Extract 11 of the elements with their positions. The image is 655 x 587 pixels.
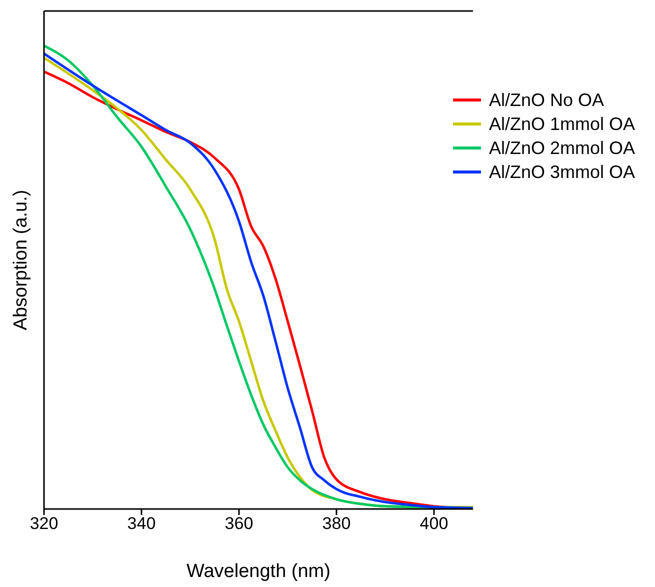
x-axis-title: Wavelength (nm): [186, 561, 330, 582]
legend-label: Al/ZnO 1mmol OA: [488, 113, 635, 136]
x-tick-label: 360: [224, 514, 254, 534]
y-axis-title: Absorption (a.u.): [10, 190, 32, 330]
x-tick-label: 320: [30, 514, 58, 534]
legend-label: Al/ZnO No OA: [488, 89, 604, 112]
x-tick-label: 340: [127, 514, 156, 534]
legend-label: Al/ZnO 2mmol OA: [488, 137, 635, 160]
x-tick-label: 380: [322, 514, 351, 534]
x-tick-label: 400: [420, 514, 448, 534]
legend-label: Al/ZnO 3mmol OA: [488, 161, 635, 184]
